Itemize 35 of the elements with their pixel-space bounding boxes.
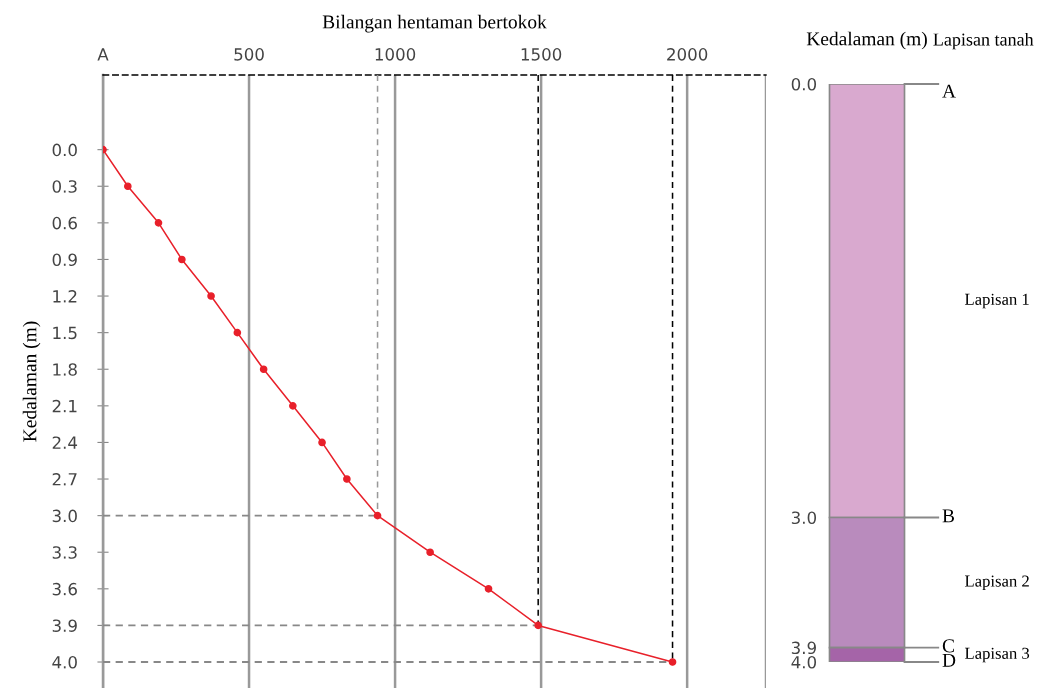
y-tick-label: 1.2 (53, 290, 77, 303)
y-tick-label: 3.9 (791, 641, 816, 655)
x-tick-label: 1500 (521, 48, 562, 61)
ref-line-label: A (942, 84, 956, 98)
ref-line-label: C (942, 639, 954, 653)
y-axis-title: Kedalaman (m) (806, 31, 927, 50)
text: Lapisan 3 (964, 647, 1030, 663)
y-tick-label: 4.0 (52, 655, 77, 669)
x-tick-label: 500 (234, 48, 264, 61)
y-tick-label: 0.6 (52, 216, 77, 230)
y-tick-label: 2.4 (52, 436, 78, 449)
y-tick-label: 0.0 (791, 77, 817, 91)
x-tick-label: A (97, 48, 109, 61)
y-tick-label: 0.0 (52, 143, 77, 157)
y-tick-label: 3.3 (52, 546, 77, 559)
text: Lapisan 1 (964, 293, 1029, 309)
ref-line-label: B (942, 509, 955, 523)
x-tick-label: 2000 (667, 48, 708, 61)
y-tick-label: 3.6 (52, 582, 77, 596)
x-axis-title: Bilangan hentaman bertokok (322, 14, 547, 33)
text: Lapisan 2 (964, 575, 1029, 591)
y-axis-title: Kedalaman (m) (22, 321, 41, 442)
x-tick-label: 1000 (375, 48, 416, 61)
y-tick-label: 1.5 (53, 326, 77, 340)
y-tick-label: 4.0 (791, 655, 817, 669)
y-tick-label: 3.9 (52, 619, 77, 632)
y-tick-label: 2.1 (52, 399, 77, 413)
y-tick-label: 3.0 (52, 509, 77, 523)
y-tick-label: 2.7 (52, 472, 77, 486)
y-tick-label: 3.0 (791, 511, 817, 525)
y-tick-label: 1.8 (53, 363, 77, 376)
y-tick-label: 0.9 (52, 253, 77, 267)
y-tick-label: 0.3 (52, 180, 77, 193)
text: Lapisan tanah (933, 32, 1034, 50)
ref-line-label: D (942, 653, 956, 667)
